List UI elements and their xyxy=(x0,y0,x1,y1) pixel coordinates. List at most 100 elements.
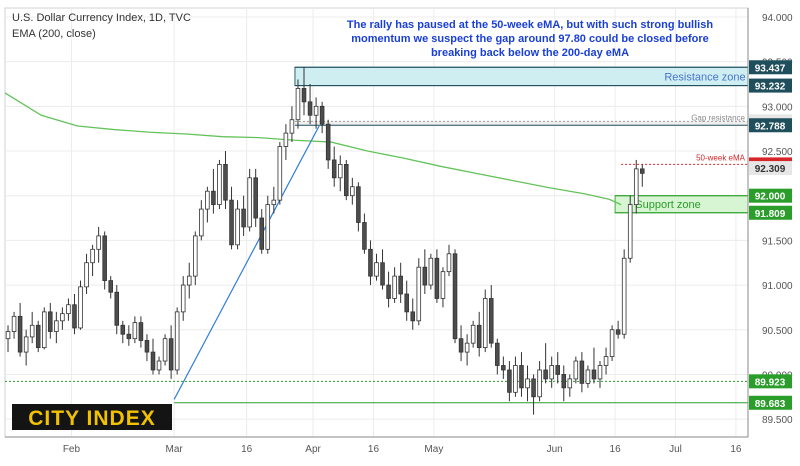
candle-body xyxy=(162,338,168,362)
candle-body xyxy=(35,324,41,349)
candle-body xyxy=(470,324,476,344)
candle-body xyxy=(205,190,210,210)
level-lines xyxy=(5,66,748,404)
price-label-box xyxy=(749,395,792,410)
support-zone-label: Support zone xyxy=(635,199,700,211)
candle-body xyxy=(410,311,416,322)
candle-body xyxy=(603,356,609,366)
candle-body xyxy=(217,164,222,206)
candle-body xyxy=(72,304,77,329)
candle-body xyxy=(174,311,180,371)
candle-body xyxy=(344,164,349,197)
candle-body xyxy=(513,365,518,393)
symbol-title: U.S. Dollar Currency Index, 1D, TVC xyxy=(12,12,191,24)
candle-body xyxy=(615,329,621,335)
logo-text: CITY INDEX xyxy=(28,407,155,430)
candle-body xyxy=(211,190,216,206)
candle-body xyxy=(229,199,234,246)
candle-body xyxy=(90,248,95,264)
price-label-box xyxy=(749,60,792,75)
candle-body xyxy=(265,204,271,250)
candle-body xyxy=(549,365,554,380)
candle-body xyxy=(319,105,325,125)
candle-body xyxy=(23,336,29,353)
ema-200-line xyxy=(4,92,622,206)
candle-body xyxy=(495,342,500,366)
candle-body xyxy=(301,88,307,103)
x-tick-label: 16 xyxy=(368,444,380,455)
candle-body xyxy=(138,322,144,341)
candle-body xyxy=(193,235,198,277)
price-label-text: 93.232 xyxy=(755,82,786,93)
candle-body xyxy=(507,369,512,393)
candle-body xyxy=(48,311,53,332)
candle-body xyxy=(537,369,542,398)
candle-body xyxy=(325,123,331,161)
candle-body xyxy=(253,177,258,219)
candle-body xyxy=(488,298,494,344)
gap-resistance-annotation: Gap resistance xyxy=(691,113,745,122)
annotation-line-2: momentum we suspect the gap around 97.80… xyxy=(351,33,709,45)
candle-body xyxy=(168,338,174,371)
candle-body xyxy=(633,168,639,206)
candle-body xyxy=(640,168,645,174)
x-tick-label: 16 xyxy=(610,444,622,455)
y-tick-label: 91.000 xyxy=(762,281,793,292)
candle-body xyxy=(597,365,603,380)
y-tick-label: 91.500 xyxy=(762,236,793,247)
candle-body xyxy=(368,248,373,277)
gap-band xyxy=(294,121,748,126)
candle-body xyxy=(259,217,265,250)
candle-body xyxy=(17,315,23,353)
candle-body xyxy=(579,360,585,384)
y-tick-label: 89.500 xyxy=(762,415,793,426)
x-tick-label: 16 xyxy=(241,444,253,455)
candle-body xyxy=(398,275,403,295)
price-label-box xyxy=(749,188,792,203)
candle-body xyxy=(452,253,458,340)
candle-body xyxy=(519,365,524,389)
candle-body xyxy=(289,119,295,134)
candle-body xyxy=(331,159,337,179)
level-labels: Gap resistance 50-week eMA 93.437 93.232 92.… xyxy=(691,60,792,410)
candle-body xyxy=(60,313,65,322)
zones: Resistance zone Support zone xyxy=(294,66,749,214)
x-tick-label: May xyxy=(424,444,443,455)
logo-background xyxy=(12,404,172,430)
candle-body xyxy=(247,177,252,228)
candle-body xyxy=(362,222,367,250)
candle-body xyxy=(144,340,150,353)
candle-body xyxy=(350,186,355,197)
candle-body xyxy=(337,164,343,179)
candle-body xyxy=(356,186,361,223)
candle-body xyxy=(621,257,627,335)
y-tick-label: 92.500 xyxy=(762,147,793,158)
candle-body xyxy=(446,253,452,273)
price-label-text: 89.683 xyxy=(755,399,786,410)
candle-body xyxy=(96,235,101,250)
annotation-line-1: The rally has paused at the 50-week eMA,… xyxy=(347,19,713,31)
candle-body xyxy=(627,204,633,259)
ema50-annotation: 50-week eMA xyxy=(696,153,746,162)
candle-body xyxy=(102,235,107,281)
candles xyxy=(5,66,645,415)
resistance-zone-label: Resistance zone xyxy=(664,71,745,83)
time-axis: Feb Mar 16 Apr 16 May Jun 16 Jul 16 xyxy=(5,436,748,455)
y-tick-label: 90.500 xyxy=(762,326,793,337)
candle-body xyxy=(567,378,573,389)
candle-body xyxy=(120,324,126,335)
candle-body xyxy=(573,360,579,380)
x-tick-label: Apr xyxy=(305,444,321,455)
price-label-text: 91.809 xyxy=(755,209,786,220)
candle-body xyxy=(84,262,89,288)
price-label-text: 92.788 xyxy=(755,121,786,132)
price-label-text: 89.923 xyxy=(755,377,786,388)
candle-body xyxy=(235,208,240,246)
candle-body xyxy=(66,304,71,315)
annotation-line-3: breaking back below the 200-day eMA xyxy=(431,47,629,59)
x-tick-label: Mar xyxy=(166,444,184,455)
candle-body xyxy=(561,374,567,389)
candle-body xyxy=(156,360,162,371)
candle-body xyxy=(458,338,464,353)
